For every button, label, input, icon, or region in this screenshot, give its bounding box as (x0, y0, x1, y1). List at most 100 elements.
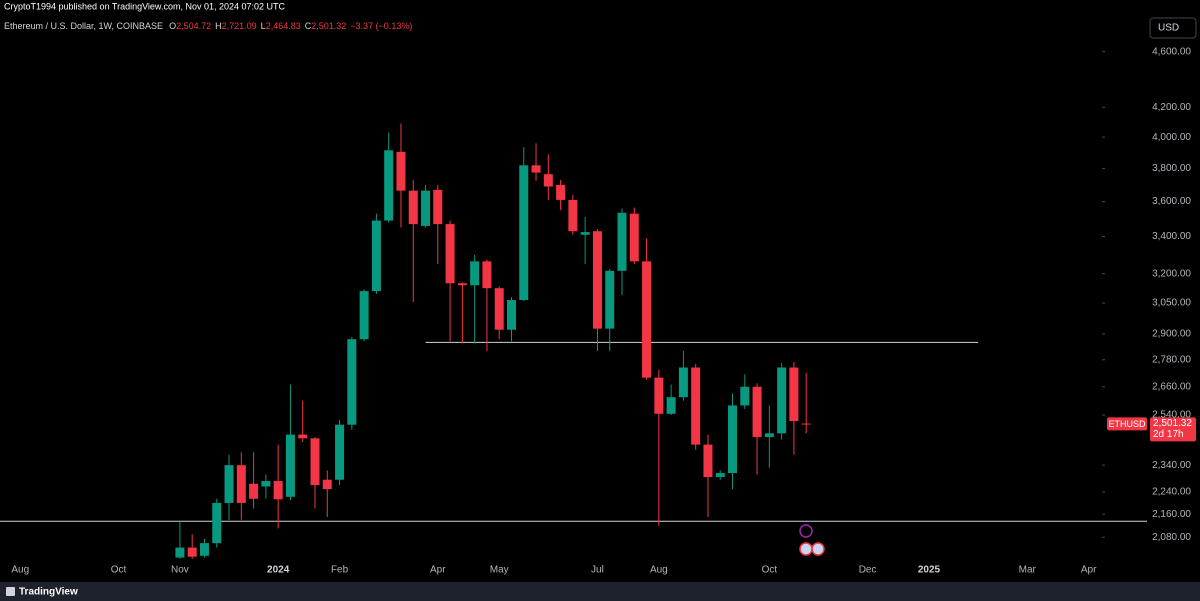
candle-body (396, 151, 406, 191)
y-tick-label: 3,400.00 (1152, 231, 1191, 242)
candle-body (175, 547, 185, 558)
candle-body (801, 423, 811, 425)
countdown: 2d 17h (1153, 429, 1184, 440)
candle-body (224, 465, 234, 503)
candle-body (371, 220, 381, 292)
y-tick-label: 2,240.00 (1152, 487, 1191, 498)
candle-body (445, 224, 455, 284)
top-bar (0, 0, 1200, 14)
candle-body (666, 397, 676, 414)
candle-body (298, 434, 308, 439)
candle-body (236, 465, 246, 503)
candle-body (249, 483, 259, 499)
candle-body (580, 232, 590, 235)
event-icons (799, 524, 825, 556)
candle-body (519, 165, 529, 301)
y-tick-label: 2,340.00 (1152, 460, 1191, 471)
price-tag: 2,501.32 (1153, 418, 1192, 429)
candle-body (261, 481, 271, 487)
x-tick-label: Mar (1019, 565, 1037, 576)
candle-body (482, 261, 492, 289)
x-tick-label: Jul (591, 565, 604, 576)
candle-body (494, 288, 504, 330)
event-icon[interactable] (811, 542, 825, 556)
candle-body (335, 424, 345, 480)
candle-body (654, 377, 664, 414)
legend-text: Ethereum / U.S. Dollar, 1W, COINBASE O2,5… (4, 21, 412, 31)
candle-body (310, 438, 320, 486)
x-tick-label: Apr (430, 565, 446, 576)
y-tick-label: 3,600.00 (1152, 196, 1191, 207)
event-icon[interactable] (799, 524, 813, 538)
candle-body (703, 444, 713, 478)
ohlc-value: 2,721.09 (222, 21, 257, 31)
candle-body (592, 231, 602, 329)
ohlc-value: 2,501.32 (311, 21, 346, 31)
candle-body (212, 502, 222, 544)
y-tick-label: 3,050.00 (1152, 298, 1191, 309)
candle-body (433, 189, 443, 225)
y-tick-label: 3,800.00 (1152, 163, 1191, 174)
change: −3.37 (−0.13%) (350, 21, 412, 31)
symbol-tag: ETHUSD (1108, 419, 1146, 429)
ohlc-key: O (169, 21, 176, 31)
x-tick-label: Aug (650, 565, 668, 576)
candle-body (715, 473, 725, 478)
y-tick-label: 2,660.00 (1152, 381, 1191, 392)
candle-body (273, 481, 283, 500)
x-tick-label: May (490, 565, 509, 576)
candle-body (187, 547, 197, 557)
x-tick-label: Dec (859, 565, 877, 576)
legend: Ethereum / U.S. Dollar, 1W, COINBASE O2,5… (4, 21, 412, 31)
candle-body (347, 339, 357, 425)
x-tick-label: Oct (111, 565, 127, 576)
footer-brand: TradingView (19, 587, 78, 598)
x-tick-label: Aug (11, 565, 29, 576)
candle-body (789, 367, 799, 422)
ohlc-key: C (305, 21, 312, 31)
candle-body (543, 174, 553, 187)
candle-body (728, 405, 738, 474)
price-tag-box (1150, 417, 1196, 442)
candle-body (285, 434, 295, 497)
symbol-tag-box (1107, 417, 1147, 431)
x-tick-label: 2025 (918, 565, 941, 576)
candle-body (752, 386, 762, 438)
y-tick-label: 2,780.00 (1152, 354, 1191, 365)
x-tick-label: 2024 (267, 565, 290, 576)
footer-logo (6, 587, 15, 596)
footer-bar (0, 582, 1200, 601)
y-tick-label: 4,600.00 (1152, 46, 1191, 57)
y-tick-label: 2,080.00 (1152, 532, 1191, 543)
currency[interactable]: USD (1158, 23, 1179, 34)
x-tick-label: Apr (1081, 565, 1097, 576)
x-tick-label: Nov (171, 565, 189, 576)
x-tick-label: Feb (331, 565, 349, 576)
candle-body (384, 150, 394, 221)
currency-button[interactable] (1149, 17, 1197, 39)
candle-body (777, 367, 787, 434)
y-tick-label: 2,160.00 (1152, 509, 1191, 520)
candle-body (740, 386, 750, 406)
candle-body (691, 367, 701, 445)
candle-body (408, 190, 418, 225)
candle-body (568, 199, 578, 232)
y-tick-label: 4,000.00 (1152, 132, 1191, 143)
y-tick-label: 2,900.00 (1152, 329, 1191, 340)
event-icon[interactable] (799, 542, 813, 556)
candle-body (322, 479, 332, 490)
candle-body (457, 283, 467, 286)
candle-body (556, 184, 566, 200)
ohlc-value: 2,504.72 (176, 21, 211, 31)
candle-body (421, 190, 431, 226)
ohlc-key: H (215, 21, 222, 31)
y-tick-label: 3,200.00 (1152, 268, 1191, 279)
y-tick-label: 4,200.00 (1152, 102, 1191, 113)
ohlc-value: 2,464.83 (266, 21, 301, 31)
x-tick-label: Oct (762, 565, 778, 576)
candle-body (642, 261, 652, 378)
symbol-name: Ethereum / U.S. Dollar, 1W, COINBASE (4, 21, 163, 31)
candle-body (531, 165, 541, 173)
candle-body (764, 433, 774, 438)
